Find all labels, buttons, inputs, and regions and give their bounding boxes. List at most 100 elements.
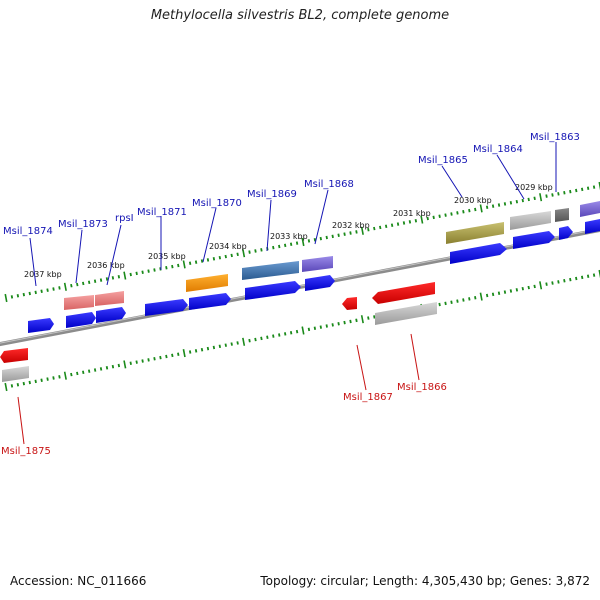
minor-tick [491,292,495,297]
minor-tick [165,354,168,359]
major-tick [182,349,186,358]
minor-tick [212,257,216,261]
minor-tick [272,334,275,338]
forward-gene-arrow[interactable] [66,312,96,328]
forward-gene-arrow[interactable] [145,299,188,316]
minor-tick [462,298,465,302]
minor-tick [76,282,79,287]
forward-gene-arrow[interactable] [450,243,507,264]
major-tick [420,215,424,224]
minor-tick [194,349,198,353]
minor-tick [325,235,328,240]
kbp-label: 2032 kbp [332,221,370,230]
leader-line [496,154,525,200]
minor-tick [575,276,578,281]
minor-tick [468,297,471,301]
minor-tick [76,371,79,376]
forward-gene-arrow[interactable] [189,293,231,310]
forward-gene-arrow[interactable] [559,226,573,240]
gene-label[interactable]: Msil_1874 [3,226,53,237]
gene-bar-steelblue[interactable] [242,261,299,280]
gene-bar-gray[interactable] [2,366,29,382]
minor-tick [177,352,180,356]
kbp-label: 2030 kbp [454,196,492,205]
gene-bar-gray[interactable] [510,211,551,230]
gene-bar-darkgray[interactable] [555,208,569,222]
major-tick [301,237,305,247]
minor-tick [278,244,281,249]
minor-tick [129,361,132,366]
minor-tick [272,245,275,250]
minor-tick [117,363,121,368]
gene-label[interactable]: Msil_1868 [304,179,354,190]
forward-gene-arrow[interactable] [96,307,126,323]
minor-tick [396,222,400,226]
lower-gene-labels: Msil_1875 Msil_1867 Msil_1866 [1,382,447,457]
gene-label[interactable]: rpsI [115,213,134,224]
minor-tick [408,220,412,224]
minor-tick [212,345,216,350]
minor-tick [373,226,376,231]
minor-tick [390,223,394,227]
forward-strand-genes [28,219,600,333]
minor-tick [82,281,85,286]
minor-tick [129,272,132,277]
minor-tick [87,280,91,285]
minor-tick [135,271,138,276]
minor-tick [426,216,429,221]
gene-bar-gray[interactable] [375,302,437,325]
minor-tick [248,338,251,343]
minor-tick [206,258,210,262]
reverse-gene-arrow[interactable] [342,297,357,310]
forward-gene-arrow[interactable] [585,219,600,234]
minor-tick [521,198,524,203]
minor-tick [141,270,144,274]
major-tick [539,281,543,290]
forward-gene-arrow[interactable] [305,275,335,291]
leader-line [441,165,463,198]
minor-tick [200,259,204,263]
forward-gene-arrow[interactable] [513,231,555,249]
gene-label[interactable]: Msil_1864 [473,144,523,155]
minor-tick [373,315,376,319]
minor-tick [16,294,20,298]
gene-bar-orange[interactable] [186,274,228,292]
gene-label[interactable]: Msil_1870 [192,198,242,209]
gene-bar-purple[interactable] [302,256,333,272]
gene-label[interactable]: Msil_1867 [343,392,393,403]
reverse-gene-arrow[interactable] [0,348,28,363]
minor-tick [551,281,554,285]
minor-tick [200,347,204,352]
reverse-gene-arrow[interactable] [372,282,435,304]
gene-label[interactable]: Msil_1873 [58,219,108,230]
forward-gene-arrow[interactable] [28,318,54,333]
gene-bar-pink[interactable] [95,291,124,306]
minor-tick [474,207,477,212]
minor-tick [474,295,477,300]
kbp-label: 2029 kbp [515,183,553,192]
minor-tick [171,264,174,269]
minor-tick [147,269,150,273]
gene-label[interactable]: Msil_1863 [530,132,580,143]
minor-tick [450,212,453,216]
gene-label[interactable]: Msil_1875 [1,446,51,457]
gene-bar-pink[interactable] [64,295,94,310]
gene-label[interactable]: Msil_1865 [418,155,468,166]
forward-gene-arrow[interactable] [245,281,301,300]
minor-tick [307,327,311,332]
minor-tick [444,301,447,306]
minor-tick [289,242,293,246]
minor-tick [367,316,370,320]
gene-label[interactable]: Msil_1871 [137,207,187,218]
gene-bar-olive[interactable] [446,222,504,244]
minor-tick [569,189,572,194]
minor-tick [278,333,281,337]
gene-label[interactable]: Msil_1866 [397,382,447,393]
minor-tick [46,377,49,381]
minor-tick [319,325,323,329]
gene-bar-purple[interactable] [580,201,600,217]
minor-tick [117,274,121,279]
gene-label[interactable]: Msil_1869 [247,189,297,200]
minor-tick [93,368,97,372]
minor-tick [153,357,156,361]
